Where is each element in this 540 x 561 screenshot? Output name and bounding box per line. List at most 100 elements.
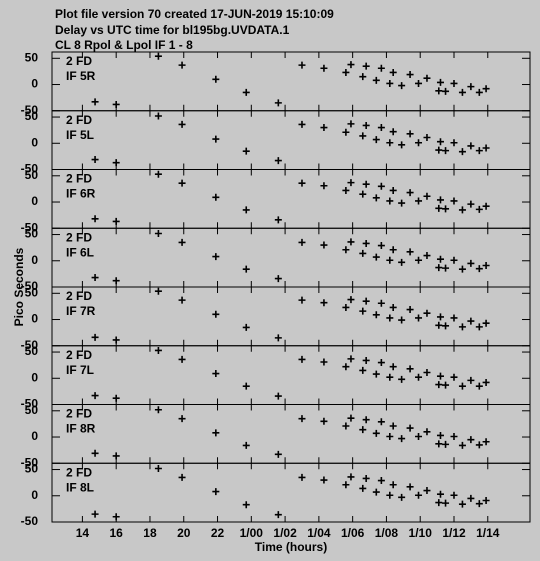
point [91,449,99,457]
point [298,120,306,128]
point [274,99,282,107]
point [398,258,406,266]
panel-label: IF 6L [66,245,94,259]
point [91,98,99,106]
point [342,68,350,76]
point [389,246,397,254]
point [242,88,250,96]
point [342,246,350,254]
point [91,274,99,282]
panel-source: 2 FD [66,407,92,421]
point [482,202,490,210]
point [274,450,282,458]
point [467,494,475,502]
point [475,147,483,155]
panel-source: 2 FD [66,348,92,362]
point [415,373,423,381]
point [475,500,483,508]
point [406,189,414,197]
y-tick-label: 50 [25,462,39,476]
point [212,75,220,83]
point [450,197,458,205]
point [359,366,367,374]
point [415,79,423,87]
point [389,481,397,489]
point [178,415,186,423]
point [475,441,483,449]
y-tick-label: -50 [21,279,39,293]
point [423,134,431,142]
point [359,132,367,140]
point [359,307,367,315]
panel-frame [51,286,531,347]
point [423,192,431,200]
point [389,363,397,371]
point [450,491,458,499]
point [112,513,120,521]
point [398,199,406,207]
point [298,179,306,187]
panel-label: IF 5L [66,128,94,142]
point [347,296,355,304]
point [406,306,414,314]
point [435,499,443,507]
point [212,310,220,318]
point [423,309,431,317]
point [467,200,475,208]
point [435,204,443,212]
point [377,477,385,485]
y-tick-label: 0 [31,429,38,443]
point [436,490,444,498]
point [423,369,431,377]
point [320,124,328,132]
point [386,373,394,381]
point [112,217,120,225]
point [482,144,490,152]
point [359,426,367,434]
point [482,438,490,446]
point [372,311,380,319]
point [450,79,458,87]
point [442,381,450,389]
point [436,431,444,439]
point [398,435,406,443]
point [467,317,475,325]
point [178,120,186,128]
point [435,440,443,448]
point [398,375,406,383]
point [342,481,350,489]
point [458,88,466,96]
point [386,139,394,147]
point [435,146,443,154]
y-axis-label: Pico Seconds [12,247,26,326]
point [475,382,483,390]
point [91,156,99,164]
point [386,491,394,499]
point [298,355,306,363]
point [450,256,458,264]
point [436,78,444,86]
x-tick-label: 18 [143,526,157,540]
point [112,336,120,344]
point [372,136,380,144]
point [274,334,282,342]
point [347,61,355,69]
point [377,359,385,367]
x-tick-label: 16 [110,526,124,540]
point [482,378,490,386]
point [362,62,370,70]
point [154,229,162,237]
y-tick-label: 0 [31,370,38,384]
point [406,365,414,373]
point [377,182,385,190]
point [386,314,394,322]
point [377,242,385,250]
header-line: Delay vs UTC time for bl195bg.UVDATA.1 [55,23,290,37]
point [91,215,99,223]
point [359,73,367,81]
point [415,256,423,264]
panel-label: IF 6R [66,187,96,201]
panel-label: IF 7R [66,304,96,318]
point [398,316,406,324]
point [298,473,306,481]
